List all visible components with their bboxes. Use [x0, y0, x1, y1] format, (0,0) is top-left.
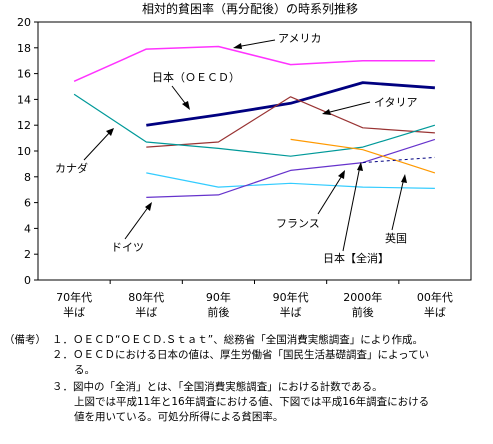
note-1: １．ＯＥＣＤ“ＯＥＣＤ.Ｓｔａｔ”、総務省「全国消費実態調査」により作成。 — [52, 334, 424, 346]
series-3 — [73, 93, 436, 157]
note-3-line-1: ３．図中の「全消」とは、「全国消費実態調査」における計数である。 — [52, 381, 383, 393]
label-canada: カナダ — [55, 161, 88, 175]
series-0 — [73, 45, 435, 82]
y-tick-label: 6 — [24, 197, 31, 210]
series-line — [73, 93, 436, 157]
arrowhead-canada-icon — [106, 128, 114, 136]
x-tick-label: 00年代 — [417, 290, 453, 304]
notes-prefix: （備考） — [4, 334, 46, 346]
x-tick-label: 半ば — [135, 305, 157, 319]
arrowhead-japan-oecd-icon — [182, 101, 190, 110]
line-chart: 相対的貧困率（再分配後）の時系列推移 0 2 4 6 8 10 12 14 16 18 20 70年… — [17, 1, 472, 319]
note-3-line-3: 値を用いている。可処分所得による貧困率。 — [74, 411, 284, 423]
arrowhead-italy-icon — [322, 109, 331, 115]
x-tick-label: 半ば — [424, 305, 446, 319]
y-tick-label: 16 — [17, 68, 31, 81]
y-tick-label: 2 — [24, 248, 31, 261]
arrow-canada — [83, 130, 112, 161]
x-tick-label: 前後 — [352, 305, 374, 319]
arrow-uk — [391, 177, 405, 231]
note-2-line-2: る。 — [74, 364, 95, 376]
note-3-line-2: 上図では平成11年と16年調査における値、下図では平成16年調査における — [74, 396, 430, 408]
series-line — [146, 81, 436, 127]
arrow-italy — [325, 101, 371, 114]
y-tick-label: 8 — [24, 171, 31, 184]
series-layer — [73, 45, 436, 198]
series-7 — [362, 156, 435, 164]
x-tick-label: 2000年 — [343, 290, 382, 304]
series-line — [290, 138, 436, 174]
x-tick-label: 90年 — [206, 290, 231, 304]
arrow-japan-zensho — [342, 165, 361, 252]
x-tick-label: 70年代 — [56, 290, 92, 304]
annotation-layer: アメリカ 日本（ＯＥＣＤ） イタリア カナダ フランス ドイツ 英国 日本【全消… — [55, 32, 418, 265]
x-tick-label: 半ば — [63, 305, 85, 319]
arrowhead-germany-icon — [145, 202, 152, 211]
arrow-germany — [124, 205, 150, 240]
label-germany: ドイツ — [111, 241, 144, 254]
x-tick-label: 半ば — [280, 305, 302, 319]
chart-title: 相対的貧困率（再分配後）の時系列推移 — [142, 1, 358, 16]
arrowhead-france-icon — [338, 170, 345, 179]
series-4 — [146, 172, 435, 189]
arrowhead-japan-zensho-icon — [357, 162, 363, 171]
y-tick-label: 4 — [24, 222, 31, 235]
series-line — [146, 138, 436, 198]
note-2-line-1: ２．ＯＥＣＤにおける日本の値は、厚生労働省「国民生活基礎調査」によってい — [52, 349, 430, 361]
series-1 — [146, 81, 436, 127]
label-japan-zensho: 日本【全消】 — [323, 251, 389, 265]
y-tick-label: 0 — [24, 274, 31, 287]
label-japan-oecd: 日本（ＯＥＣＤ） — [152, 70, 240, 84]
x-tick-label: 80年代 — [128, 290, 164, 304]
series-line — [146, 172, 435, 189]
y-tick-label: 12 — [17, 119, 31, 132]
x-tick-label: 90年代 — [273, 290, 309, 304]
series-line — [73, 45, 435, 82]
series-line — [146, 96, 435, 148]
series-2 — [146, 96, 435, 148]
label-italy: イタリア — [374, 96, 418, 109]
y-tick-label: 20 — [17, 16, 31, 29]
label-uk: 英国 — [385, 231, 407, 245]
arrowhead-usa-icon — [233, 43, 242, 49]
y-tick-label: 10 — [17, 145, 31, 158]
arrowhead-uk-icon — [401, 174, 407, 183]
series-5 — [146, 138, 436, 198]
arrow-france — [317, 173, 344, 215]
y-tick-label: 14 — [17, 93, 31, 106]
y-tick-label: 18 — [17, 42, 31, 55]
series-line — [362, 156, 435, 164]
y-axis: 0 2 4 6 8 10 12 14 16 18 20 — [17, 16, 38, 287]
label-france: フランス — [276, 217, 320, 230]
x-tick-label: 前後 — [207, 305, 229, 319]
series-6 — [290, 138, 436, 174]
label-usa: アメリカ — [278, 32, 321, 45]
arrow-usa — [235, 39, 276, 48]
